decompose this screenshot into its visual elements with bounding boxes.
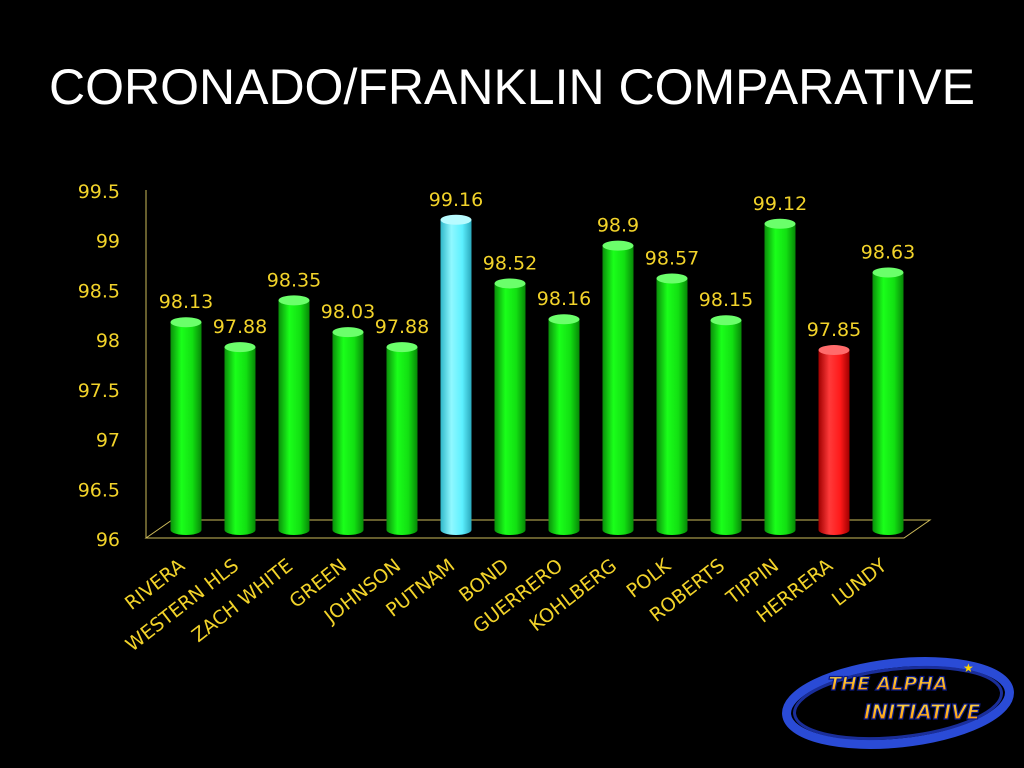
bar-top <box>386 342 418 353</box>
bar-top <box>872 267 904 278</box>
data-label: 98.16 <box>537 288 591 310</box>
y-tick-label: 99.5 <box>78 181 120 203</box>
y-tick-label: 99 <box>96 231 120 253</box>
logo-swoosh-inner <box>793 665 1003 741</box>
data-label: 97.88 <box>375 316 429 338</box>
y-tick-label: 98.5 <box>78 280 120 302</box>
bar-top <box>440 214 472 225</box>
bar-top <box>710 315 742 326</box>
bar-top <box>602 240 634 251</box>
logo-star-icon: ★ <box>963 661 974 675</box>
bar-body <box>764 223 796 536</box>
bar-body <box>494 283 526 535</box>
logo-bottom-text: INITIATIVE <box>864 700 981 724</box>
bar-putnam <box>440 214 472 535</box>
data-labels: 98.1397.8898.3598.0397.8899.1698.5298.16… <box>159 189 915 341</box>
category-label: LUNDY <box>828 554 891 610</box>
bar-western-hls <box>224 342 256 535</box>
bar-body <box>440 219 472 535</box>
y-tick-label: 96 <box>96 529 120 551</box>
y-tick-label: 98 <box>96 330 120 352</box>
chart-title: CORONADO/FRANKLIN COMPARATIVE <box>48 59 976 115</box>
y-tick-label: 96.5 <box>78 479 120 501</box>
bar-roberts <box>710 315 742 535</box>
logo-top-text: THE ALPHA <box>828 673 948 695</box>
bar-body <box>224 347 256 535</box>
data-label: 98.63 <box>861 242 915 264</box>
data-label: 98.03 <box>321 301 375 323</box>
bar-top <box>548 314 580 325</box>
y-tick-label: 97.5 <box>78 380 120 402</box>
bar-top <box>332 327 364 338</box>
bar-body <box>278 300 310 535</box>
data-label: 98.57 <box>645 247 699 269</box>
bar-tippin <box>764 218 796 536</box>
bar-guerrero <box>548 314 580 535</box>
bar-top <box>494 278 526 289</box>
bar-body <box>386 347 418 535</box>
bar-body <box>656 278 688 535</box>
bar-body <box>548 319 580 535</box>
bar-body <box>332 332 364 535</box>
bar-kohlberg <box>602 240 634 535</box>
bar-top <box>170 317 202 328</box>
bar-rivera <box>170 317 202 535</box>
bar-lundy <box>872 267 904 535</box>
bar-body <box>818 350 850 535</box>
bar-top <box>224 342 256 353</box>
bar-zach-white <box>278 295 310 535</box>
bar-green <box>332 327 364 535</box>
bar-top <box>656 273 688 284</box>
data-label: 98.52 <box>483 252 537 274</box>
y-tick-labels: 96 96.5 97 97.5 98 98.5 99 99.5 <box>78 181 120 551</box>
bar-top <box>818 345 850 356</box>
bar-body <box>602 245 634 535</box>
data-label: 99.16 <box>429 189 483 211</box>
bar-top <box>764 218 796 229</box>
bar-body <box>170 322 202 535</box>
data-label: 99.12 <box>753 193 807 215</box>
bar-herrera <box>818 345 850 535</box>
chart-floor <box>144 519 932 539</box>
data-label: 98.15 <box>699 289 753 311</box>
alpha-initiative-logo: THE ALPHA INITIATIVE ★ <box>782 657 1014 749</box>
y-tick-label: 97 <box>96 430 120 452</box>
bar-polk <box>656 273 688 535</box>
logo-swoosh <box>782 657 1014 749</box>
bar-top <box>278 295 310 306</box>
bar-bond <box>494 278 526 535</box>
bar-body <box>710 320 742 535</box>
data-label: 98.35 <box>267 269 321 291</box>
bar-body <box>872 272 904 535</box>
chart-bars <box>170 214 904 536</box>
data-label: 98.13 <box>159 291 213 313</box>
bar-johnson <box>386 342 418 535</box>
data-label: 97.85 <box>807 319 861 341</box>
data-label: 98.9 <box>597 215 639 237</box>
chart-axes <box>144 190 932 539</box>
data-label: 97.88 <box>213 316 267 338</box>
